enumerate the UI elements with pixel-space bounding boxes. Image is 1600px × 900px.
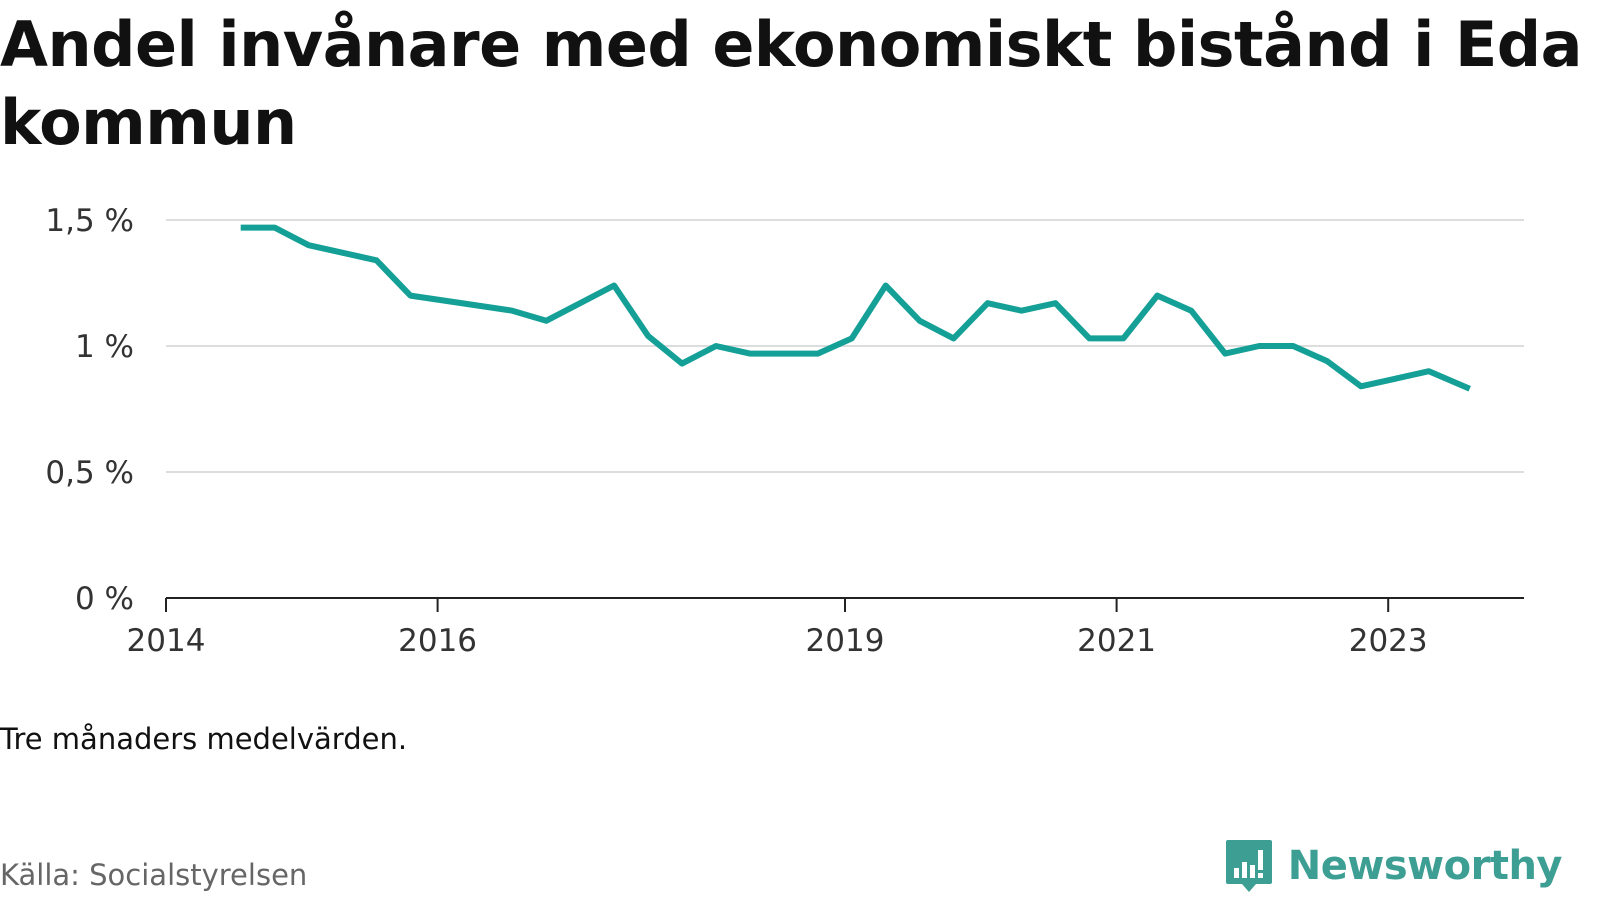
x-tick-label: 2019 [806,623,885,659]
brand-name: Newsworthy [1287,843,1563,889]
y-tick-label: 0 % [75,581,134,617]
x-tick-label: 2014 [127,623,206,659]
y-axis: 0 % 0,5 % 1 % 1,5 % [45,203,134,617]
x-tick-label: 2023 [1349,623,1428,659]
y-tick-label: 0,5 % [45,455,134,491]
series-layer [240,224,1471,392]
x-tick-label: 2021 [1077,623,1156,659]
brand-logo: Newsworthy [1224,838,1563,894]
newsworthy-logo-icon [1225,840,1272,892]
x-axis: 2014 2016 2019 2021 2023 [127,597,1524,659]
source-label: Källa: Socialstyrelsen [0,858,308,892]
x-tick-label: 2016 [398,623,477,659]
y-tick-label: 1 % [75,329,134,365]
series-line [240,224,1471,392]
chart-note: Tre månaders medelvärden. [0,722,408,756]
chart-title: Andel invånare med ekonomiskt bistånd i … [0,8,1583,159]
line-chart: 0 % 0,5 % 1 % 1,5 % 2014 2016 2019 2021 2023 [45,203,1524,659]
y-tick-label: 1,5 % [45,203,134,239]
